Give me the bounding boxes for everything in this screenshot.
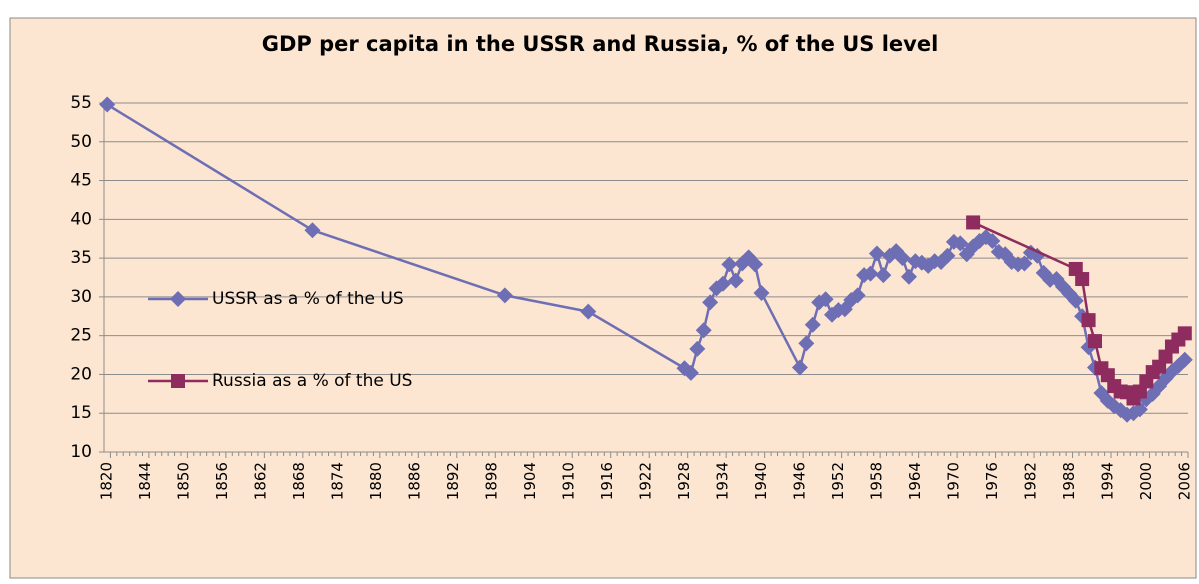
x-tick-label: 1952 [829, 462, 847, 500]
y-tick-label: 10 [70, 442, 92, 462]
marker [1176, 351, 1193, 368]
marker [496, 287, 513, 304]
x-tick-label: 1880 [367, 462, 385, 500]
marker [1081, 313, 1096, 328]
marker [689, 340, 706, 357]
marker [714, 275, 731, 292]
marker [682, 364, 699, 381]
x-tick-label: 1868 [290, 462, 308, 500]
marker [721, 256, 738, 273]
x-tick-label: 1892 [444, 462, 462, 500]
marker [1029, 247, 1046, 264]
y-tick-label: 20 [70, 364, 92, 384]
line-segment [972, 221, 1077, 271]
marker [798, 335, 815, 352]
x-tick-label: 1916 [598, 462, 616, 500]
x-tick-label: 1946 [790, 462, 808, 500]
marker [990, 243, 1007, 260]
x-tick-label: 1934 [713, 462, 731, 500]
x-tick-label: 1964 [906, 462, 924, 500]
marker [966, 215, 981, 230]
x-tick-label: 1994 [1098, 462, 1116, 500]
marker [1100, 368, 1115, 383]
y-tick-label: 55 [70, 93, 92, 113]
x-tick-label: 1910 [560, 462, 578, 500]
line-segment [587, 310, 686, 370]
line-segment [312, 229, 506, 297]
y-tick-label: 50 [70, 132, 92, 152]
y-tick-label: 15 [70, 403, 92, 423]
marker [862, 265, 879, 282]
marker [849, 287, 866, 304]
marker [695, 322, 712, 339]
x-tick-label: 1904 [521, 462, 539, 500]
line-segment [760, 292, 802, 369]
marker [304, 222, 321, 239]
marker [804, 316, 821, 333]
marker [1075, 272, 1090, 287]
y-tick-label: 30 [70, 287, 92, 307]
marker [580, 303, 597, 320]
legend-label: USSR as a % of the US [212, 289, 404, 309]
marker [875, 267, 892, 284]
marker [1016, 255, 1033, 272]
x-tick-label: 1850 [175, 462, 193, 500]
legend-marker [170, 291, 186, 307]
marker [817, 291, 834, 308]
x-tick-label: 1820 [98, 462, 116, 500]
x-tick-label: 2006 [1175, 462, 1193, 500]
legend-marker [171, 374, 185, 388]
x-tick-label: 1988 [1060, 462, 1078, 500]
y-tick-label: 25 [70, 326, 92, 346]
marker [984, 233, 1001, 250]
marker [791, 359, 808, 376]
x-tick-label: 1856 [213, 462, 231, 500]
marker [894, 250, 911, 267]
x-tick-label: 1928 [675, 462, 693, 500]
y-tick-label: 35 [70, 248, 92, 268]
marker [900, 268, 917, 285]
x-tick-label: 1886 [406, 462, 424, 500]
x-tick-label: 2000 [1137, 462, 1155, 500]
x-tick-label: 1844 [136, 462, 154, 500]
x-tick-label: 1874 [329, 462, 347, 500]
x-tick-label: 1898 [483, 462, 501, 500]
chart-title: GDP per capita in the USSR and Russia, %… [262, 32, 939, 56]
line-segment [106, 103, 314, 232]
x-tick-label: 1970 [944, 462, 962, 500]
y-tick-label: 45 [70, 171, 92, 191]
x-tick-label: 1940 [752, 462, 770, 500]
marker [1177, 326, 1192, 341]
x-tick-label: 1982 [1021, 462, 1039, 500]
marker [952, 235, 969, 252]
marker [1067, 292, 1084, 309]
marker [99, 96, 116, 113]
marker [702, 294, 719, 311]
marker [939, 247, 956, 264]
x-tick-label: 1976 [983, 462, 1001, 500]
marker [727, 272, 744, 289]
x-tick-label: 1958 [867, 462, 885, 500]
marker [747, 256, 764, 273]
line-segment [504, 294, 589, 313]
y-tick-label: 40 [70, 209, 92, 229]
x-tick-label: 1862 [252, 462, 270, 500]
marker [753, 285, 770, 302]
marker [868, 245, 885, 262]
marker [1087, 334, 1102, 349]
legend-label: Russia as a % of the US [212, 371, 412, 391]
x-tick-label: 1922 [637, 462, 655, 500]
